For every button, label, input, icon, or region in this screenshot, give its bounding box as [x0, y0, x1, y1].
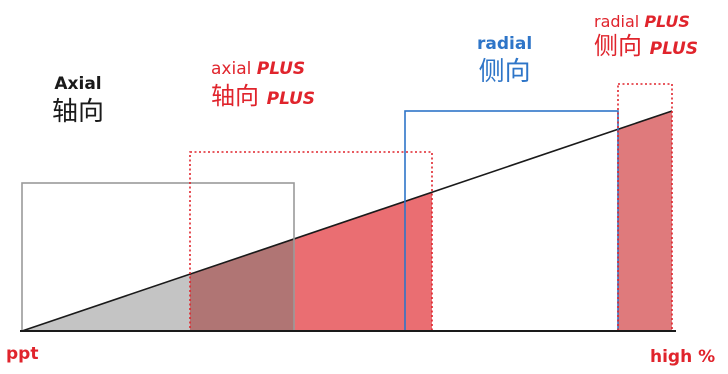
axial-overlap-fill [190, 239, 294, 331]
axial-plus-label-plus: PLUS [256, 59, 306, 79]
axial-plus-label-en: axial [211, 59, 252, 79]
axial-plus-label: axial PLUS 轴向 PLUS [211, 59, 316, 110]
axis-label-left: ppt [6, 344, 39, 364]
axial-label-zh: 轴向 [52, 97, 105, 127]
trend-line [21, 110, 673, 332]
radial-plus-range-box [617, 83, 673, 332]
radial-plus-label-zh-plus: PLUS [649, 39, 699, 59]
axial-plus-label-zh-plus: PLUS [266, 89, 316, 109]
radial-plus-label: radial PLUS 侧向 PLUS [594, 12, 699, 60]
radial-plus-label-plus: PLUS [644, 12, 690, 31]
radial-range-box [404, 110, 619, 332]
radial-label-en: radial [477, 34, 533, 54]
radial-plus-fill [618, 111, 672, 331]
radial-label-zh: 侧向 [478, 57, 531, 87]
radial-label: radial 侧向 [477, 34, 533, 87]
axial-plus-fill [294, 192, 432, 331]
radial-plus-label-en: radial [594, 12, 640, 31]
axial-label-en: Axial [54, 74, 102, 94]
axial-plus-label-zh: 轴向 [211, 82, 259, 110]
axis-label-right: high % [650, 347, 716, 367]
axial-label: Axial 轴向 [52, 74, 105, 127]
radial-plus-label-zh: 侧向 [594, 32, 642, 60]
